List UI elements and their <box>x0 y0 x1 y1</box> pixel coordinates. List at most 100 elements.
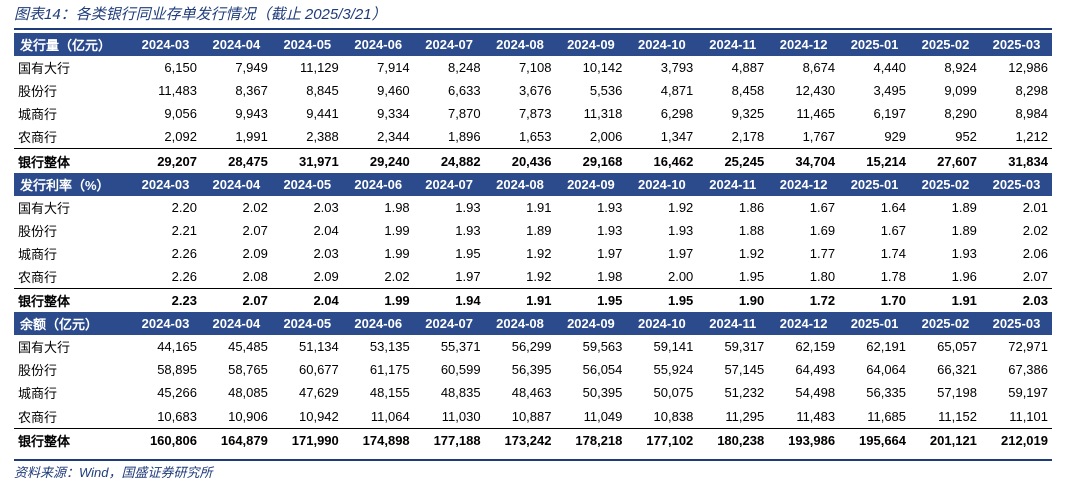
table-cell: 1.99 <box>384 222 410 238</box>
total-label: 银行整体 <box>14 427 131 452</box>
table-cell: 3,495 <box>873 83 907 99</box>
section-header-row: 发行利率（%） 2024-03 2024-04 2024-05 2024-06 2024-… <box>14 172 1052 196</box>
total-cell: 2.04 <box>271 288 343 313</box>
table-cell: 2.03 <box>313 245 339 261</box>
table-cell: 1.67 <box>809 199 836 215</box>
table-cell: 7,108 <box>518 60 552 76</box>
total-cell: 31,971 <box>271 148 343 173</box>
table-cell: 61,175 <box>369 362 410 378</box>
table-row: 国有大行 6,150 7,949 11,129 7,914 8,248 7,108 10,14… <box>14 56 1052 79</box>
row-label: 股份行 <box>18 84 58 100</box>
total-cell: 173,242 <box>484 427 556 452</box>
figure-title: 图表14：各类银行同业存单发行情况（截止 2025/3/21） <box>14 6 387 23</box>
table-cell: 1.64 <box>880 199 907 215</box>
table-cell: 60,677 <box>299 362 339 378</box>
table-cell: 2.08 <box>242 268 268 284</box>
table-cell: 2.07 <box>1022 268 1048 284</box>
table-cell: 4,871 <box>660 83 694 99</box>
row-label: 农商行 <box>18 269 58 285</box>
table-cell: 45,485 <box>228 339 268 355</box>
table-row: 城商行 45,266 48,085 47,629 48,155 48,835 48,463 5… <box>14 381 1052 404</box>
total-cell: 180,238 <box>697 427 769 452</box>
column-header: 2025-01 <box>839 33 911 57</box>
top-rule <box>14 28 1052 30</box>
table-cell: 1.77 <box>809 245 836 261</box>
total-cell: 20,436 <box>484 148 556 173</box>
table-cell: 6,197 <box>873 106 907 122</box>
total-cell: 1.99 <box>342 288 414 313</box>
total-cell: 16,462 <box>626 148 698 173</box>
table-cell: 2.00 <box>667 268 694 284</box>
table-cell: 2.20 <box>171 199 197 215</box>
table-cell: 2.02 <box>384 268 410 284</box>
column-header: 2024-11 <box>697 172 769 196</box>
column-header: 2024-07 <box>413 33 485 57</box>
section-header-label: 余额（亿元） <box>14 312 131 336</box>
total-cell: 178,218 <box>555 427 627 452</box>
table-cell: 1.97 <box>667 245 694 261</box>
table-cell: 952 <box>955 129 977 145</box>
table-cell: 2.21 <box>171 222 197 238</box>
column-header: 2024-04 <box>200 312 272 336</box>
column-header: 2025-01 <box>839 172 911 196</box>
table-cell: 1.74 <box>880 245 907 261</box>
table-cell: 1.89 <box>526 222 552 238</box>
table-row: 农商行 2.26 2.08 2.09 2.02 1.97 1.92 1.98 2.00 1.95 1… <box>14 265 1052 289</box>
table-cell: 62,191 <box>866 339 907 355</box>
total-cell: 1.90 <box>697 288 769 313</box>
column-header: 2024-10 <box>626 33 698 57</box>
section-header-row: 余额（亿元） 2024-03 2024-04 2024-05 2024-06 2024-0… <box>14 312 1052 336</box>
table-row: 股份行 2.21 2.07 2.04 1.99 1.93 1.89 1.93 1.93 1.88 1… <box>14 219 1052 242</box>
total-cell: 15,214 <box>839 148 911 173</box>
total-cell: 29,168 <box>555 148 627 173</box>
table-cell: 10,906 <box>228 408 268 424</box>
table-row: 国有大行 2.20 2.02 2.03 1.98 1.93 1.91 1.93 1.92 1.86… <box>14 196 1052 219</box>
total-cell: 201,121 <box>910 427 981 452</box>
column-header: 2024-06 <box>342 172 414 196</box>
table-cell: 57,145 <box>724 362 765 378</box>
table-cell: 11,101 <box>1009 408 1048 424</box>
table-cell: 59,563 <box>582 339 623 355</box>
table-cell: 2,006 <box>589 129 623 145</box>
total-cell: 177,188 <box>413 427 485 452</box>
total-cell: 29,240 <box>342 148 414 173</box>
table-cell: 2.03 <box>313 199 339 215</box>
column-header: 2024-03 <box>130 172 201 196</box>
column-header: 2024-06 <box>342 33 414 57</box>
total-cell: 193,986 <box>768 427 840 452</box>
total-cell: 27,607 <box>910 148 981 173</box>
table-cell: 56,299 <box>511 339 552 355</box>
table-cell: 64,493 <box>795 362 836 378</box>
total-cell: 28,475 <box>200 148 272 173</box>
data-table: 发行量（亿元） 2024-03 2024-04 2024-05 2024-06 2024-… <box>14 33 1052 452</box>
total-cell: 1.91 <box>910 288 981 313</box>
table-cell: 1.93 <box>455 222 481 238</box>
total-cell: 25,245 <box>697 148 769 173</box>
total-row: 银行整体 160,806 164,879 171,990 174,898 177,188 1… <box>14 427 1052 452</box>
source-note: 资料来源：Wind，国盛证券研究所 <box>14 465 213 480</box>
table-cell: 9,056 <box>164 106 197 122</box>
column-header: 2024-07 <box>413 172 485 196</box>
total-cell: 24,882 <box>413 148 485 173</box>
table-cell: 66,321 <box>937 362 977 378</box>
table-cell: 2.26 <box>171 268 197 284</box>
table-cell: 48,463 <box>511 385 552 401</box>
table-cell: 1.98 <box>384 199 410 215</box>
table-cell: 2.09 <box>242 245 268 261</box>
table-cell: 53,135 <box>369 339 410 355</box>
table-cell: 1.99 <box>384 245 410 261</box>
table-cell: 9,325 <box>731 106 765 122</box>
total-cell: 29,207 <box>130 148 201 173</box>
table-cell: 11,129 <box>299 60 339 76</box>
table-cell: 48,155 <box>369 385 410 401</box>
column-header: 2024-09 <box>555 33 627 57</box>
table-cell: 48,835 <box>440 385 481 401</box>
total-cell: 1.91 <box>484 288 556 313</box>
table-cell: 5,536 <box>589 83 623 99</box>
column-header: 2024-10 <box>626 312 698 336</box>
column-header: 2024-05 <box>271 33 343 57</box>
total-cell: 174,898 <box>342 427 414 452</box>
column-header: 2024-07 <box>413 312 485 336</box>
table-cell: 11,465 <box>796 106 836 122</box>
row-label: 国有大行 <box>18 200 71 216</box>
